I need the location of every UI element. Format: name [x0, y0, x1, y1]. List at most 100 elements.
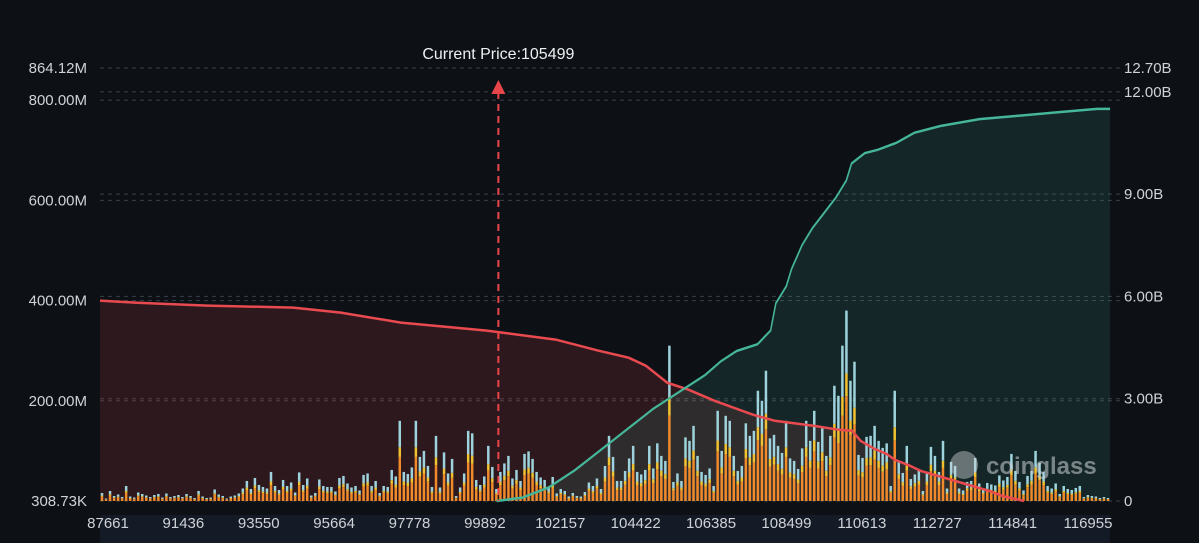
okx-bar — [973, 472, 977, 478]
binance-bar — [603, 481, 607, 501]
bybit-bar — [555, 493, 558, 496]
okx-bar — [108, 494, 112, 496]
bybit-bar — [386, 486, 389, 492]
okx-bar — [519, 487, 522, 490]
bybit-bar — [897, 460, 900, 475]
bybit-bar — [841, 345, 844, 397]
bybit-bar — [177, 494, 180, 497]
binance-bar — [873, 459, 876, 501]
binance-bar — [696, 476, 699, 501]
bybit-bar — [1078, 485, 1082, 491]
bybit-bar — [462, 473, 466, 483]
binance-bar — [1010, 475, 1013, 501]
bybit-bar — [728, 420, 731, 448]
okx-bar — [1014, 480, 1017, 485]
okx-bar — [269, 481, 273, 486]
okx-bar — [813, 440, 816, 452]
bybit-bar — [305, 478, 309, 486]
okx-bar — [837, 430, 840, 444]
bybit-bar — [1042, 471, 1045, 482]
okx-bar — [491, 478, 494, 483]
okx-bar — [442, 468, 446, 475]
okx-bar — [627, 472, 631, 478]
bybit-bar — [249, 488, 253, 493]
binance-bar — [579, 498, 583, 501]
bybit-bar — [607, 435, 611, 458]
bybit-bar — [668, 345, 671, 397]
bybit-bar — [1066, 488, 1069, 493]
bybit-bar — [639, 474, 643, 484]
bybit-bar — [631, 445, 635, 465]
binance-bar — [853, 424, 856, 501]
okx-bar — [237, 495, 241, 497]
okx-bar — [438, 491, 442, 494]
bybit-bar — [821, 428, 824, 453]
bybit-bar — [740, 465, 744, 478]
okx-bar — [346, 489, 349, 492]
bybit-bar — [1062, 485, 1065, 491]
okx-bar — [434, 457, 438, 466]
okx-bar — [941, 460, 945, 468]
binance-bar — [458, 493, 462, 501]
okx-bar — [780, 468, 784, 475]
okx-bar — [1090, 497, 1094, 499]
binance-bar — [233, 497, 237, 501]
binance-bar — [563, 495, 566, 501]
binance-bar — [929, 471, 933, 501]
binance-bar — [181, 498, 184, 501]
bybit-bar — [334, 491, 337, 495]
bybit-bar — [1058, 493, 1061, 497]
bybit-bar — [865, 436, 868, 459]
okx-bar — [917, 480, 921, 485]
okx-bar — [776, 464, 780, 471]
binance-bar — [861, 477, 864, 501]
binance-bar — [161, 499, 164, 501]
bybit-bar — [253, 477, 257, 486]
cumulative-long-area — [100, 300, 1024, 501]
okx-bar — [660, 470, 663, 477]
binance-bar — [406, 486, 410, 501]
okx-bar — [141, 496, 144, 498]
bybit-bar — [615, 480, 619, 488]
bybit-bar — [100, 492, 104, 496]
okx-bar — [1046, 490, 1049, 493]
binance-bar — [627, 477, 631, 501]
binance-bar — [330, 493, 333, 501]
okx-bar — [800, 465, 804, 473]
okx-bar — [112, 497, 116, 499]
binance-bar — [1006, 487, 1009, 501]
bybit-bar — [539, 477, 542, 486]
okx-bar — [221, 497, 224, 499]
okx-bar — [390, 480, 393, 484]
binance-bar — [450, 477, 454, 501]
okx-bar — [450, 472, 454, 478]
bybit-bar — [1074, 487, 1078, 493]
bybit-bar — [261, 486, 265, 492]
binance-bar — [817, 468, 820, 501]
okx-bar — [314, 495, 317, 497]
binance-bar — [841, 415, 844, 501]
bybit-bar — [370, 485, 373, 491]
binance-bar — [213, 494, 216, 501]
binance-bar — [422, 473, 426, 501]
binance-bar — [977, 491, 981, 501]
binance-bar — [885, 469, 888, 501]
bybit-bar — [680, 480, 683, 488]
bybit-bar — [173, 495, 176, 498]
okx-bar — [615, 487, 619, 490]
binance-bar — [583, 496, 587, 501]
cumulative-lines — [99, 107, 1111, 503]
okx-bar — [692, 450, 695, 460]
x-tick: 110613 — [837, 515, 886, 532]
okx-bar — [994, 490, 997, 493]
bybit-bar — [418, 456, 422, 472]
binance-bar — [495, 494, 498, 501]
okx-bar — [124, 490, 128, 493]
bybit-bar — [736, 470, 740, 481]
bybit-bar — [338, 477, 341, 486]
binance-bar — [229, 498, 233, 501]
bybit-bar — [1006, 476, 1009, 485]
binance-bar — [1102, 498, 1106, 501]
okx-bar — [808, 460, 812, 468]
bybit-bar — [845, 310, 848, 374]
